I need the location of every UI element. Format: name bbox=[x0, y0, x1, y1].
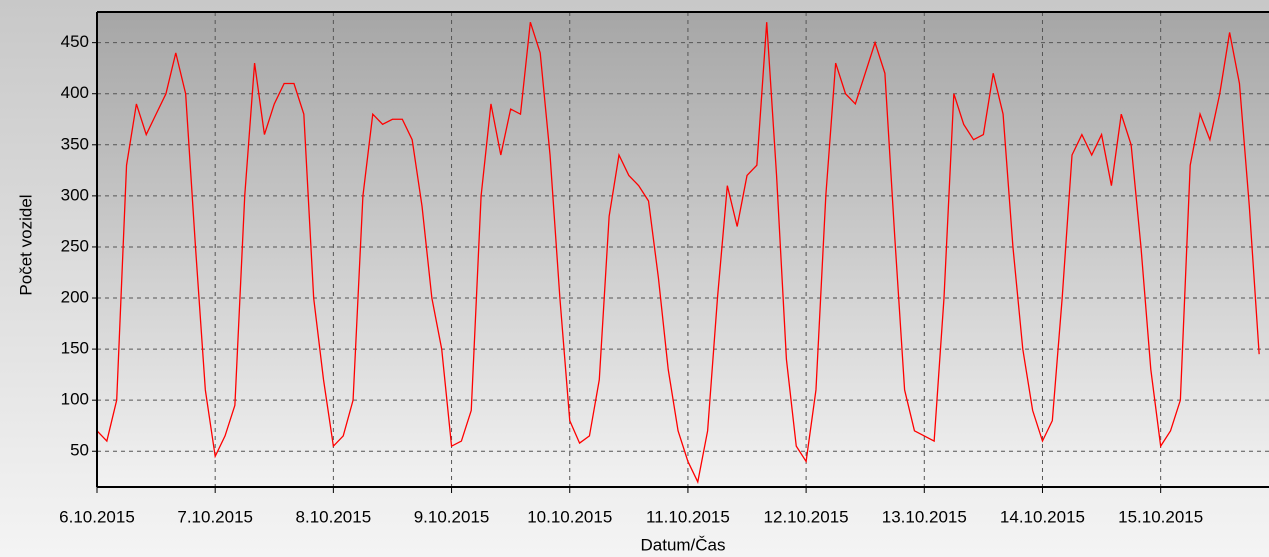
y-tick-label: 200 bbox=[61, 288, 89, 307]
y-tick-label: 250 bbox=[61, 236, 89, 255]
x-tick-label: 13.10.2015 bbox=[882, 507, 967, 526]
x-axis-label: Datum/Čas bbox=[640, 535, 725, 554]
x-tick-label: 12.10.2015 bbox=[764, 507, 849, 526]
x-tick-label: 9.10.2015 bbox=[414, 507, 490, 526]
y-tick-label: 150 bbox=[61, 339, 89, 358]
y-tick-label: 350 bbox=[61, 134, 89, 153]
plot-area bbox=[97, 12, 1269, 487]
y-tick-label: 50 bbox=[70, 441, 89, 460]
grid bbox=[96, 12, 1269, 487]
y-tick-label: 450 bbox=[61, 32, 89, 51]
x-tick-label: 6.10.2015 bbox=[59, 507, 135, 526]
y-tick-label: 100 bbox=[61, 390, 89, 409]
y-tick-label: 400 bbox=[61, 83, 89, 102]
x-tick-label: 11.10.2015 bbox=[646, 507, 730, 526]
x-tick-label: 8.10.2015 bbox=[296, 507, 372, 526]
x-tick-label: 14.10.2015 bbox=[1000, 507, 1085, 526]
y-axis-label: Počet vozidel bbox=[16, 194, 35, 295]
x-tick-label: 10.10.2015 bbox=[527, 507, 612, 526]
y-tick-label: 300 bbox=[61, 185, 89, 204]
x-tick-label: 7.10.2015 bbox=[177, 507, 253, 526]
marks bbox=[96, 22, 1260, 484]
x-tick-label: 15.10.2015 bbox=[1118, 507, 1203, 526]
data-line bbox=[96, 22, 1260, 484]
